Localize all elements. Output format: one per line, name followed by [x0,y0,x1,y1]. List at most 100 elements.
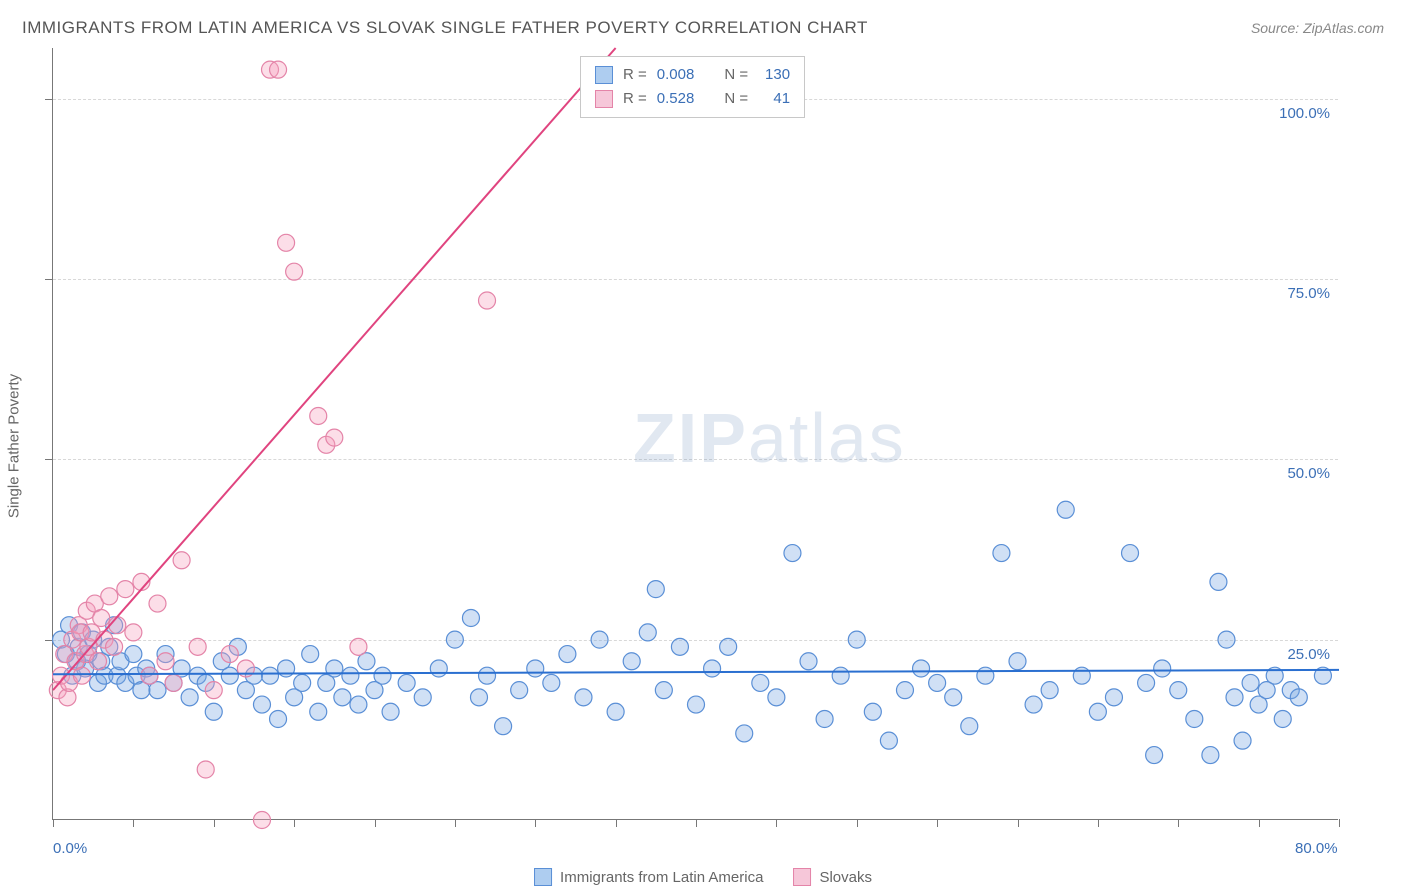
scatter-point [414,689,431,706]
swatch-blue [534,868,552,886]
y-axis-label: Single Father Poverty [6,374,23,518]
scatter-point [382,703,399,720]
n-label: N = [724,63,748,87]
scatter-point [270,710,287,727]
scatter-point [768,689,785,706]
x-tick [214,819,215,827]
scatter-point [342,667,359,684]
scatter-point [655,682,672,699]
scatter-point [157,653,174,670]
correlation-legend: R =0.008N =130R =0.528N =41 [580,56,805,118]
x-tick-label: 80.0% [1295,840,1338,857]
scatter-point [462,609,479,626]
scatter-point [189,638,206,655]
x-tick [1018,819,1019,827]
scatter-point [125,624,142,641]
scatter-point [149,595,166,612]
r-label: R = [623,87,647,111]
x-tick [1339,819,1340,827]
scatter-point [1186,710,1203,727]
swatch-pink [793,868,811,886]
scatter-point [1290,689,1307,706]
scatter-point [181,689,198,706]
plot-area: ZIPatlas 25.0%50.0%75.0%100.0%0.0%80.0% [52,48,1338,820]
scatter-point [117,581,134,598]
scatter-point [752,674,769,691]
scatter-point [1202,747,1219,764]
scatter-point [350,696,367,713]
scatter-point [543,674,560,691]
source-attribution: Source: ZipAtlas.com [1251,20,1384,36]
scatter-point [278,234,295,251]
scatter-point [1154,660,1171,677]
scatter-point [310,703,327,720]
scatter-point [495,718,512,735]
scatter-point [1025,696,1042,713]
scatter-point [270,61,287,78]
title-bar: IMMIGRANTS FROM LATIN AMERICA VS SLOVAK … [22,18,1384,38]
scatter-point [720,638,737,655]
scatter-point [816,710,833,727]
legend-item-blue: Immigrants from Latin America [534,868,763,886]
swatch-blue [595,66,613,84]
scatter-point [977,667,994,684]
scatter-point [326,660,343,677]
y-tick [45,279,53,280]
y-tick [45,640,53,641]
scatter-point [446,631,463,648]
scatter-point [173,552,190,569]
scatter-point [1138,674,1155,691]
x-tick [53,819,54,827]
scatter-point [929,674,946,691]
scatter-point [993,545,1010,562]
scatter-point [704,660,721,677]
scatter-point [221,667,238,684]
r-value: 0.008 [657,63,695,87]
scatter-point [90,653,107,670]
scatter-point [864,703,881,720]
scatter-point [262,667,279,684]
scatter-point [398,674,415,691]
n-value: 41 [758,87,790,111]
scatter-point [101,588,118,605]
scatter-point [165,674,182,691]
x-tick-label: 0.0% [53,840,87,857]
scatter-point [575,689,592,706]
x-tick [1259,819,1260,827]
scatter-point [479,292,496,309]
scatter-point [1146,747,1163,764]
scatter-point [470,689,487,706]
swatch-pink [595,90,613,108]
r-value: 0.528 [657,87,695,111]
scatter-point [479,667,496,684]
scatter-point [832,667,849,684]
x-tick [535,819,536,827]
scatter-point [350,638,367,655]
scatter-point [253,696,270,713]
scatter-point [1041,682,1058,699]
x-tick [1178,819,1179,827]
scatter-point [334,689,351,706]
scatter-point [945,689,962,706]
scatter-point [374,667,391,684]
scatter-point [607,703,624,720]
scatter-point [1057,501,1074,518]
scatter-point [559,646,576,663]
regression-line [53,48,616,690]
scatter-point [205,682,222,699]
y-tick [45,99,53,100]
scatter-point [310,407,327,424]
scatter-point [1210,573,1227,590]
scatter-point [880,732,897,749]
legend-item-pink: Slovaks [793,868,872,886]
scatter-point [430,660,447,677]
scatter-point [913,660,930,677]
legend-label-blue: Immigrants from Latin America [560,869,763,886]
scatter-point [1122,545,1139,562]
x-tick [1098,819,1099,827]
chart-svg [53,48,1338,819]
x-tick [294,819,295,827]
series-legend: Immigrants from Latin America Slovaks [534,868,872,886]
legend-row-pink: R =0.528N =41 [595,87,790,111]
scatter-point [800,653,817,670]
